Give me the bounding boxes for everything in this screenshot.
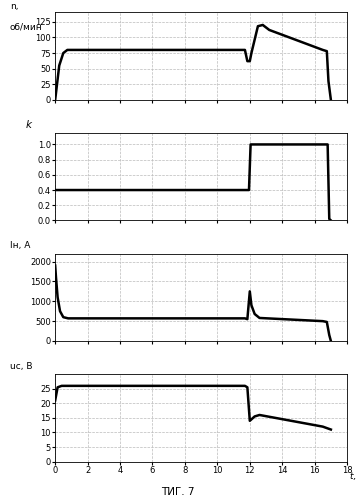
Text: n,: n, xyxy=(10,1,19,10)
Text: об/мин: об/мин xyxy=(10,23,43,32)
Text: k: k xyxy=(26,120,32,130)
Text: uс, В: uс, В xyxy=(10,362,32,371)
Text: t, с: t, с xyxy=(350,472,356,481)
Text: ΤИГ. 7: ΤИГ. 7 xyxy=(161,487,195,497)
Text: Iн, А: Iн, А xyxy=(10,241,30,250)
